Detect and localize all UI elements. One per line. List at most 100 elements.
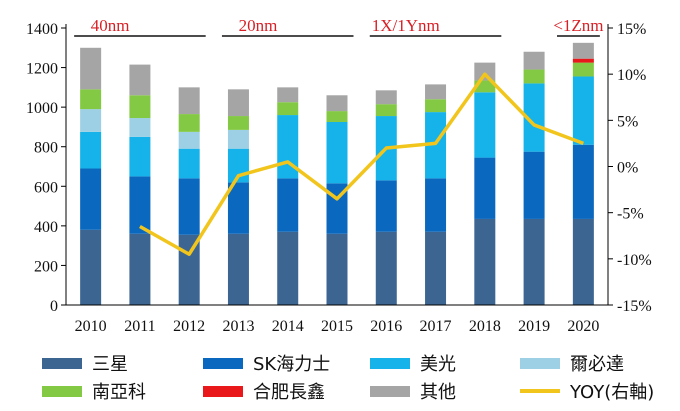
y-tick-label: 600	[34, 179, 58, 196]
legend-swatch	[42, 357, 82, 369]
bar-segment	[474, 218, 496, 305]
y-tick-label: 200	[34, 258, 58, 275]
bar-segment	[277, 231, 299, 305]
bar-segment	[129, 136, 151, 177]
bar-segment	[227, 233, 249, 305]
bar-segment	[178, 114, 200, 132]
legend-line	[520, 389, 560, 393]
legend-swatch	[370, 357, 410, 369]
bar-segment	[227, 116, 249, 130]
legend-label: 其他	[420, 382, 456, 403]
y2-tick-label: -5%	[617, 206, 644, 223]
bar-segment	[80, 47, 102, 90]
legend-label: 合肥長鑫	[253, 382, 325, 403]
legend-label: 南亞科	[92, 382, 146, 403]
bar-segment	[523, 69, 545, 84]
bar-segment	[129, 176, 151, 234]
x-tick-label: 2016	[370, 318, 402, 335]
x-tick-label: 2014	[272, 318, 304, 335]
bar-segment	[227, 129, 249, 149]
bar-segment	[572, 144, 594, 219]
bar-segment	[523, 83, 545, 152]
y-tick-label: 0	[50, 298, 58, 315]
bar-segment	[178, 87, 200, 115]
y-tick-label: 800	[34, 140, 58, 157]
x-tick-label: 2017	[420, 318, 452, 335]
bar-segment	[277, 178, 299, 232]
bar-segment	[375, 90, 397, 105]
bar-segment	[523, 218, 545, 305]
bar-segment	[326, 111, 348, 122]
legend-swatch	[520, 357, 560, 369]
legend-label: 三星	[92, 354, 128, 375]
legend-label: YOY(右軸)	[570, 382, 655, 403]
y2-tick-label: 5%	[617, 113, 638, 130]
y2-tick-label: 0%	[617, 160, 638, 177]
legend: 三星 SK海力士 美光 爾必達 南亞科 合肥長鑫 其他 YOY(右軸)	[0, 340, 680, 411]
process-node-annotations: 40nm 20nm 1X/1Ynm <1Znm	[74, 16, 604, 37]
y2-tick-label: -10%	[617, 252, 652, 269]
bar-segment	[425, 231, 447, 305]
dram-chart: 0 200 400 600 800 1000 1200 1400 -15% -10% -5% 0% 5…	[26, 16, 652, 335]
legend-label: SK海力士	[253, 354, 331, 375]
bar-segment	[474, 157, 496, 219]
bar-segment	[572, 62, 594, 77]
bar-segment	[129, 95, 151, 119]
y-tick-label: 1200	[26, 61, 58, 78]
bar-segment	[326, 95, 348, 112]
x-tick-label: 2019	[518, 318, 550, 335]
node-label: <1Znm	[553, 16, 603, 35]
legend-item-cxmt: 合肥長鑫	[203, 380, 325, 403]
legend-item-others: 其他	[370, 380, 456, 403]
y2-tick-label: 10%	[617, 67, 646, 84]
bar-segment	[129, 233, 151, 305]
x-tick-label: 2015	[321, 318, 353, 335]
y-tick-label: 1000	[26, 100, 58, 117]
y-tick-label: 400	[34, 219, 58, 236]
x-tick-label: 2018	[469, 318, 501, 335]
bar-segment	[277, 87, 299, 103]
bar-segment	[178, 178, 200, 235]
x-tick-label: 2011	[124, 318, 155, 335]
bar-segment	[572, 58, 594, 63]
legend-item-yoy: YOY(右軸)	[520, 380, 655, 403]
x-tick-label: 2013	[222, 318, 254, 335]
legend-swatch	[370, 385, 410, 397]
node-label: 40nm	[91, 16, 130, 35]
y2-tick-label: -15%	[617, 298, 652, 315]
y-axis-left: 0 200 400 600 800 1000 1200 1400	[26, 21, 67, 315]
x-axis: 2010 2011 2012 2013 2014 2015 2016 2017 2018 2019…	[66, 304, 608, 335]
legend-label: 美光	[420, 354, 456, 375]
bar-segment	[523, 51, 545, 70]
legend-label: 爾必達	[570, 354, 624, 375]
node-label: 1X/1Ynm	[372, 16, 440, 35]
node-label: 20nm	[239, 16, 278, 35]
bar-segment	[375, 231, 397, 305]
bar-segment	[326, 233, 348, 305]
bar-segment	[474, 62, 496, 81]
bar-segment	[178, 148, 200, 179]
bar-segment	[375, 104, 397, 117]
bar-segment	[425, 84, 447, 100]
bar-segment	[80, 229, 102, 305]
x-tick-label: 2010	[75, 318, 107, 335]
legend-item-micron: 美光	[370, 352, 456, 375]
bar-segment	[572, 76, 594, 145]
bar-segment	[523, 151, 545, 219]
bar-segment	[80, 131, 102, 169]
stacked-bars	[80, 42, 594, 305]
bar-segment	[572, 218, 594, 305]
yoy-line-path	[139, 72, 584, 256]
bar-segment	[572, 42, 594, 59]
bar-segment	[425, 178, 447, 232]
legend-item-elpida: 爾必達	[520, 352, 624, 375]
y-axis-right: -15% -10% -5% 0% 5% 10% 15%	[607, 21, 652, 315]
bar-segment	[178, 131, 200, 149]
bar-segment	[474, 80, 496, 93]
bar-segment	[80, 168, 102, 230]
legend-swatch	[42, 385, 82, 397]
bar-segment	[129, 118, 151, 137]
y2-tick-label: 15%	[617, 21, 646, 38]
yoy-line	[139, 72, 584, 256]
x-tick-label: 2012	[173, 318, 205, 335]
